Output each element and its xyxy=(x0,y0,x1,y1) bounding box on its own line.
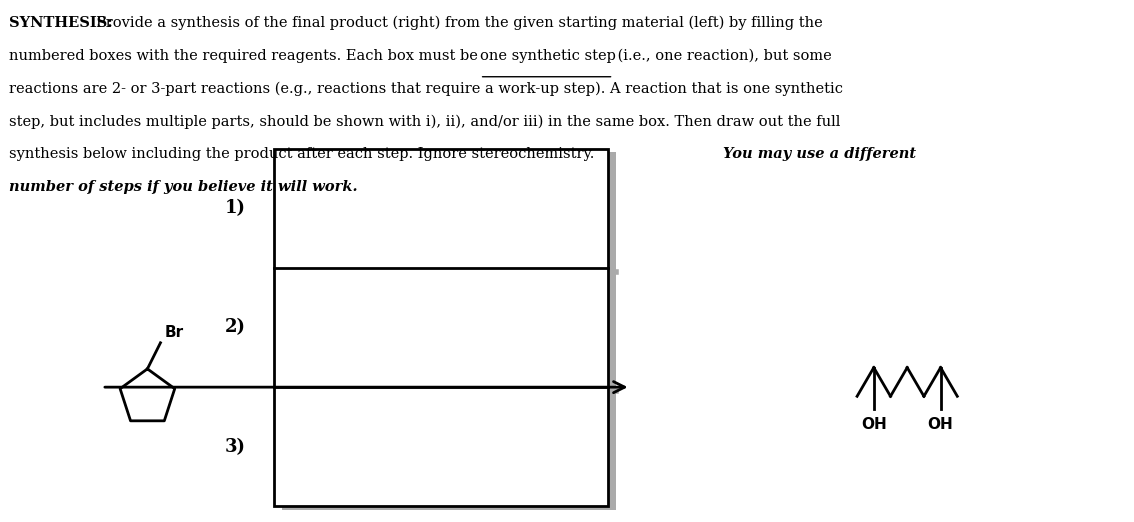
Text: one synthetic step: one synthetic step xyxy=(480,49,616,63)
Text: SYNTHESIS:: SYNTHESIS: xyxy=(9,16,112,30)
Text: (i.e., one reaction), but some: (i.e., one reaction), but some xyxy=(613,49,832,63)
Text: synthesis below including the product after each step. Ignore stereochemistry.: synthesis below including the product af… xyxy=(9,147,594,161)
Text: step, but includes multiple parts, should be shown with i), ii), and/or iii) in : step, but includes multiple parts, shoul… xyxy=(9,114,840,129)
FancyBboxPatch shape xyxy=(282,152,616,510)
Text: 2): 2) xyxy=(225,318,246,337)
Text: Provide a synthesis of the final product (right) from the given starting materia: Provide a synthesis of the final product… xyxy=(96,16,823,30)
Text: numbered boxes with the required reagents. Each box must be: numbered boxes with the required reagent… xyxy=(9,49,483,63)
Text: OH: OH xyxy=(928,417,954,432)
Text: 3): 3) xyxy=(225,438,246,456)
FancyBboxPatch shape xyxy=(274,149,608,506)
Text: reactions are 2- or 3-part reactions (e.g., reactions that require a work-up ste: reactions are 2- or 3-part reactions (e.… xyxy=(9,81,843,96)
Text: You may use a different: You may use a different xyxy=(723,147,916,161)
Text: number of steps if you believe it will work.: number of steps if you believe it will w… xyxy=(9,180,357,194)
Text: 1): 1) xyxy=(225,199,246,217)
Text: OH: OH xyxy=(861,417,887,432)
Text: Br: Br xyxy=(166,325,184,340)
